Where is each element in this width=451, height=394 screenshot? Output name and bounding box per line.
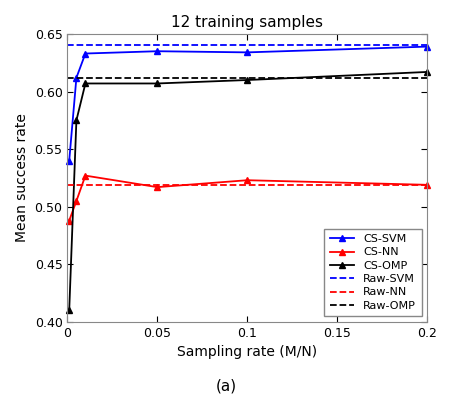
CS-SVM: [83, 51, 88, 56]
CS-NN: [66, 218, 72, 223]
Legend: CS-SVM, CS-NN, CS-OMP, Raw-SVM, Raw-NN, Raw-OMP: CS-SVM, CS-NN, CS-OMP, Raw-SVM, Raw-NN, …: [323, 229, 421, 316]
CS-NN: [83, 173, 88, 178]
CS-NN: [74, 199, 79, 203]
CS-NN: [244, 178, 249, 182]
CS-OMP: [423, 70, 429, 74]
CS-OMP: [154, 81, 160, 86]
CS-SVM: [66, 158, 72, 163]
CS-SVM: [244, 50, 249, 55]
CS-SVM: [154, 49, 160, 54]
Line: CS-NN: CS-NN: [65, 172, 430, 224]
CS-NN: [154, 185, 160, 190]
Title: 12 training samples: 12 training samples: [171, 15, 322, 30]
CS-SVM: [423, 44, 429, 49]
Line: CS-OMP: CS-OMP: [65, 69, 430, 314]
Y-axis label: Mean success rate: Mean success rate: [15, 113, 29, 242]
Line: CS-SVM: CS-SVM: [65, 43, 430, 164]
CS-OMP: [244, 78, 249, 82]
X-axis label: Sampling rate (M/N): Sampling rate (M/N): [177, 345, 317, 359]
CS-NN: [423, 182, 429, 187]
CS-OMP: [66, 308, 72, 313]
CS-SVM: [74, 75, 79, 80]
CS-OMP: [74, 118, 79, 123]
Text: (a): (a): [215, 378, 236, 393]
CS-OMP: [83, 81, 88, 86]
